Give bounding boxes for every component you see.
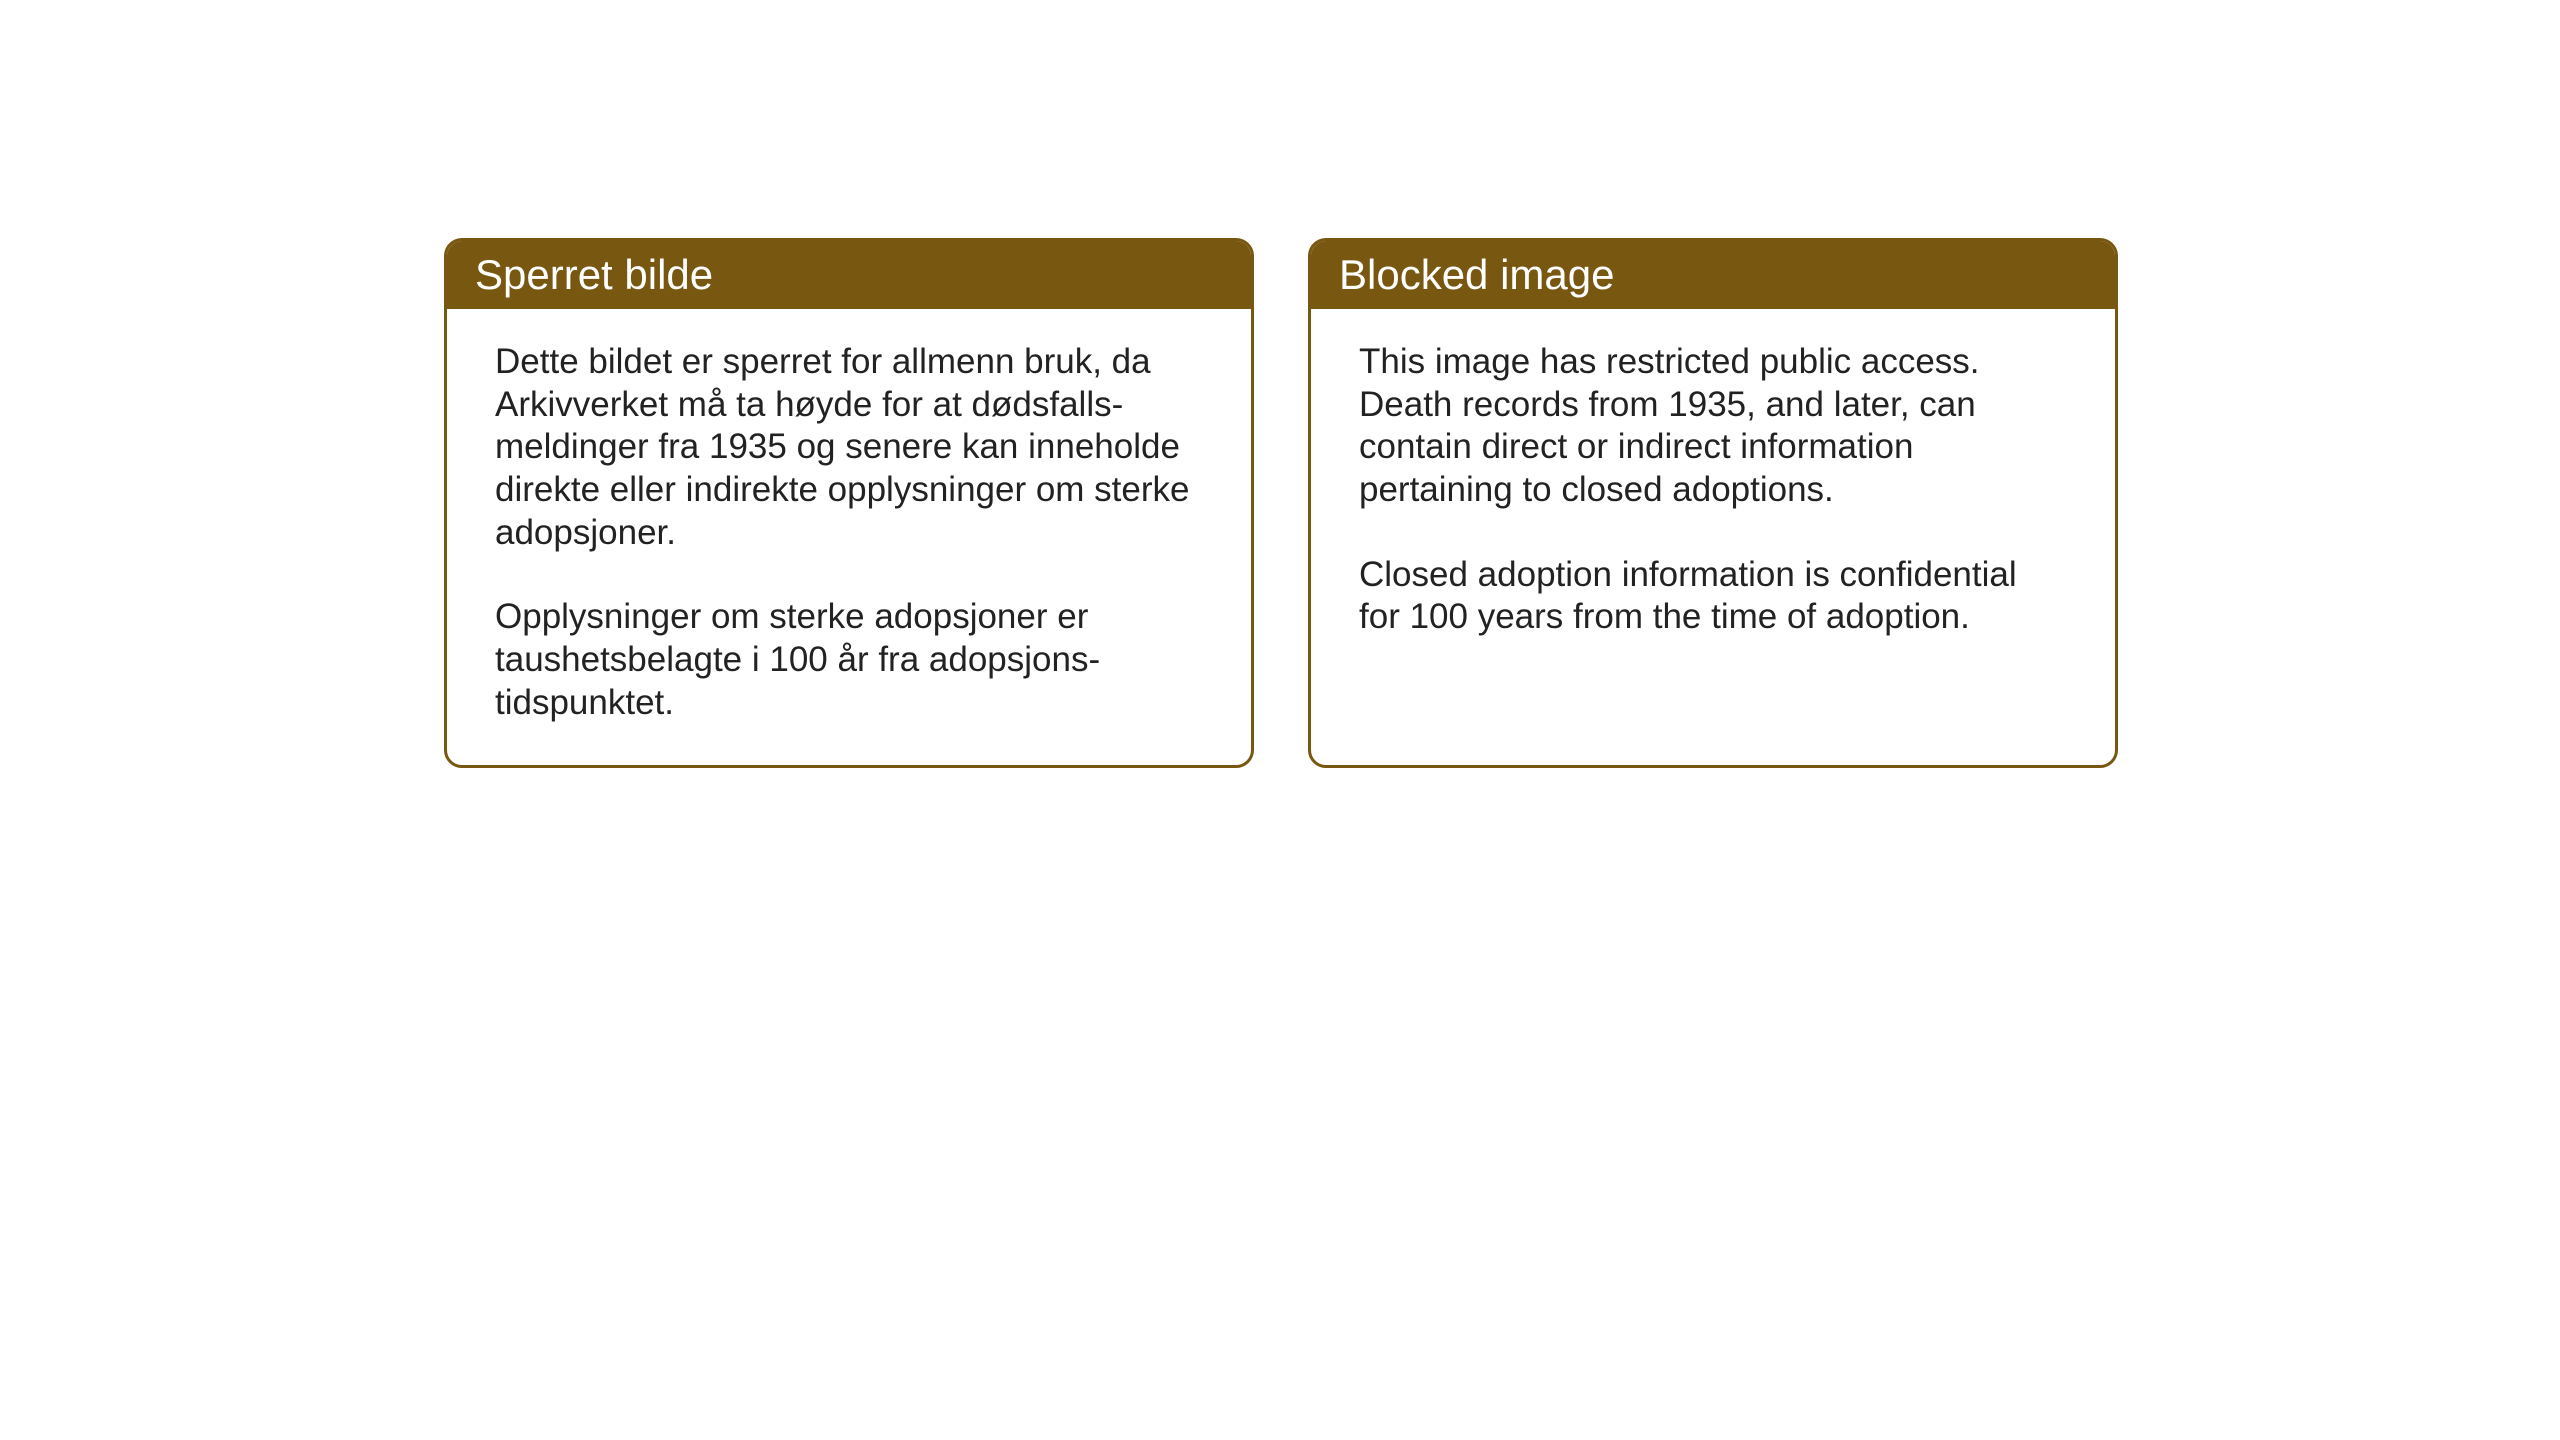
card-norwegian-header: Sperret bilde <box>447 241 1251 309</box>
card-norwegian-paragraph-2: Opplysninger om sterke adopsjoner er tau… <box>495 596 1203 724</box>
cards-container: Sperret bilde Dette bildet er sperret fo… <box>444 238 2118 768</box>
card-english-paragraph-1: This image has restricted public access.… <box>1359 341 2067 512</box>
card-norwegian-body: Dette bildet er sperret for allmenn bruk… <box>447 309 1251 765</box>
card-norwegian: Sperret bilde Dette bildet er sperret fo… <box>444 238 1254 768</box>
card-english-paragraph-2: Closed adoption information is confident… <box>1359 554 2067 639</box>
card-norwegian-paragraph-1: Dette bildet er sperret for allmenn bruk… <box>495 341 1203 554</box>
card-english: Blocked image This image has restricted … <box>1308 238 2118 768</box>
card-english-header: Blocked image <box>1311 241 2115 309</box>
card-english-body: This image has restricted public access.… <box>1311 309 2115 679</box>
